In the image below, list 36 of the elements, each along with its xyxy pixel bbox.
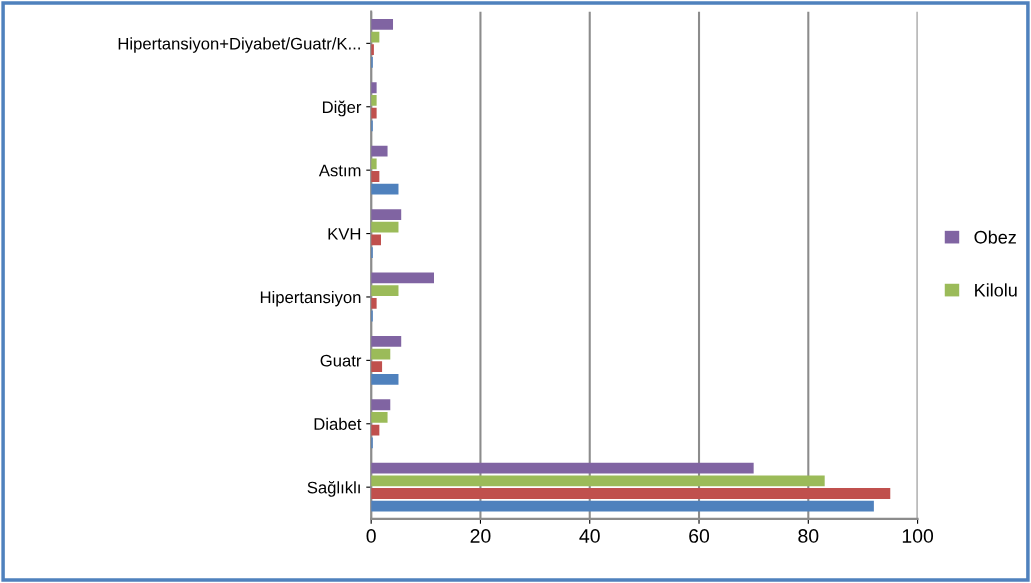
bar [371,335,402,347]
x-tick-label: 100 [902,529,934,543]
bar [371,475,825,487]
bar [371,272,434,284]
bar [371,183,399,195]
bar [371,18,394,30]
x-tick-label: 60 [689,529,710,543]
bar [371,500,874,512]
y-tick-label: Astım [318,164,361,177]
bar [371,209,402,220]
x-tick-label: 0 [366,529,376,543]
bar [371,488,891,499]
x-tick-label: 20 [470,529,491,543]
bar [371,221,399,233]
bar [371,462,754,474]
bar [371,158,377,170]
y-tick-label: Diğer [322,100,362,117]
bar [371,285,399,297]
x-tick-label: 40 [579,529,600,543]
bar [371,145,388,157]
bar [371,399,391,411]
bar [371,361,383,373]
x-tick-label: 80 [798,529,819,543]
bar [371,82,377,94]
y-tick-label: Hipertansiyon [260,290,361,307]
y-tick-label: KVH [328,228,361,240]
y-tick-label: Diabet [314,417,362,430]
y-tick-label: Guatr [320,354,362,367]
bar [371,374,399,385]
legend-label: Kilolu [975,283,1017,297]
y-tick-label: Hipertansiyon+Diyabet/Guatr/K... [118,37,360,53]
legend-label: Obez [974,230,1016,244]
bar [371,297,377,309]
bar [371,95,377,106]
y-tick-label: Sağlıklı [307,481,360,497]
bar [371,412,388,423]
